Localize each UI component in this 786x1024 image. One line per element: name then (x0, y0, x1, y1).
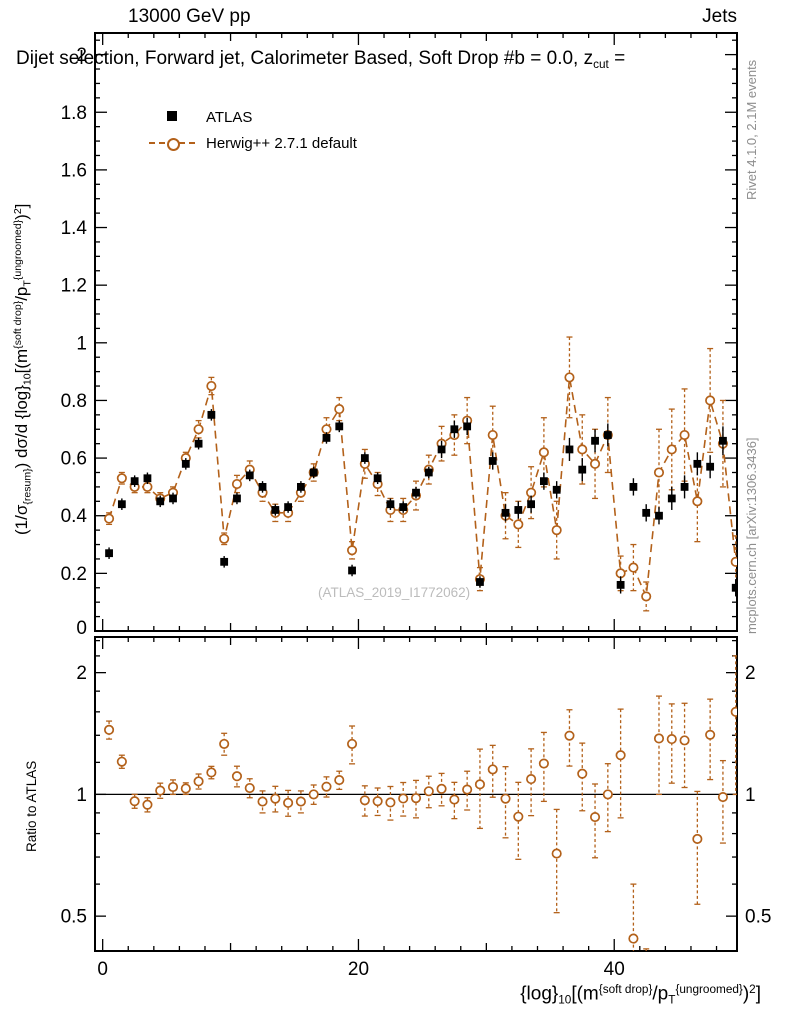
herwig-marker-box (146, 134, 198, 152)
ratio-series (104, 655, 737, 951)
plot-title-text: Dijet selection, Forward jet, Calorimete… (16, 48, 594, 69)
atlas-filled-square-marker (167, 111, 177, 121)
tick-labels: 0 20 40 0 0.2 0.4 0.6 0.8 1 1.2 1.4 1.6 1.8 2 0.5 0.5 1 1… (61, 45, 772, 980)
legend-label-herwig: Herwig++ 2.7.1 default (206, 134, 357, 152)
svg-text:2: 2 (76, 45, 87, 66)
svg-text:1: 1 (745, 785, 756, 806)
analysis-id-watermark: (ATLAS_2019_I1772062) (318, 585, 471, 600)
svg-text:0.5: 0.5 (61, 907, 87, 928)
plot-title-tail: = (608, 48, 626, 69)
svg-text:0.4: 0.4 (61, 506, 88, 527)
legend-entry-atlas: ATLAS (146, 104, 357, 130)
svg-text:0: 0 (97, 959, 108, 980)
main-frame (94, 32, 738, 632)
svg-text:0.5: 0.5 (745, 907, 771, 928)
svg-text:2: 2 (76, 663, 87, 684)
svg-text:2: 2 (745, 663, 756, 684)
y-axis-label: (1/σ{resum}) dσ/d {log}10[(m{soft drop}/… (12, 203, 34, 535)
svg-text:1.4: 1.4 (61, 218, 88, 239)
beam-energy-label: 13000 GeV pp (128, 6, 251, 27)
rivet-version-credit: Rivet 4.1.0, 2.1M events (744, 59, 759, 200)
svg-text:0: 0 (76, 618, 87, 639)
atlas-marker-box (146, 108, 198, 126)
legend-entry-herwig: Herwig++ 2.7.1 default (146, 130, 357, 156)
x-axis-label: {log}10[(m{soft drop}/pT{ungroomed})2] (520, 983, 761, 1007)
ratio-y-axis-label: Ratio to ATLAS (24, 760, 39, 852)
legend-label-atlas: ATLAS (206, 108, 253, 126)
herwig-dashed-line-marker (149, 137, 195, 151)
atlas-series (105, 409, 737, 597)
svg-text:1: 1 (76, 785, 87, 806)
legend: ATLAS Herwig++ 2.7.1 default (146, 104, 357, 156)
svg-text:0.2: 0.2 (61, 564, 87, 585)
svg-text:1.8: 1.8 (61, 103, 87, 124)
plot-title: Dijet selection, Forward jet, Calorimete… (16, 48, 786, 71)
herwig-series (104, 336, 737, 612)
svg-text:20: 20 (348, 959, 369, 980)
svg-text:40: 40 (604, 959, 625, 980)
analysis-group-label: Jets (702, 6, 737, 27)
herwig-open-circle-marker (167, 137, 180, 151)
svg-text:1.2: 1.2 (61, 276, 87, 297)
svg-text:0.8: 0.8 (61, 391, 87, 412)
mcplots-credit: mcplots.cern.ch [arXiv:1306.3436] (744, 437, 759, 634)
svg-text:1.6: 1.6 (61, 160, 87, 181)
svg-text:1: 1 (76, 333, 87, 354)
svg-text:0.6: 0.6 (61, 449, 87, 470)
plot-title-sub: cut (593, 58, 609, 72)
